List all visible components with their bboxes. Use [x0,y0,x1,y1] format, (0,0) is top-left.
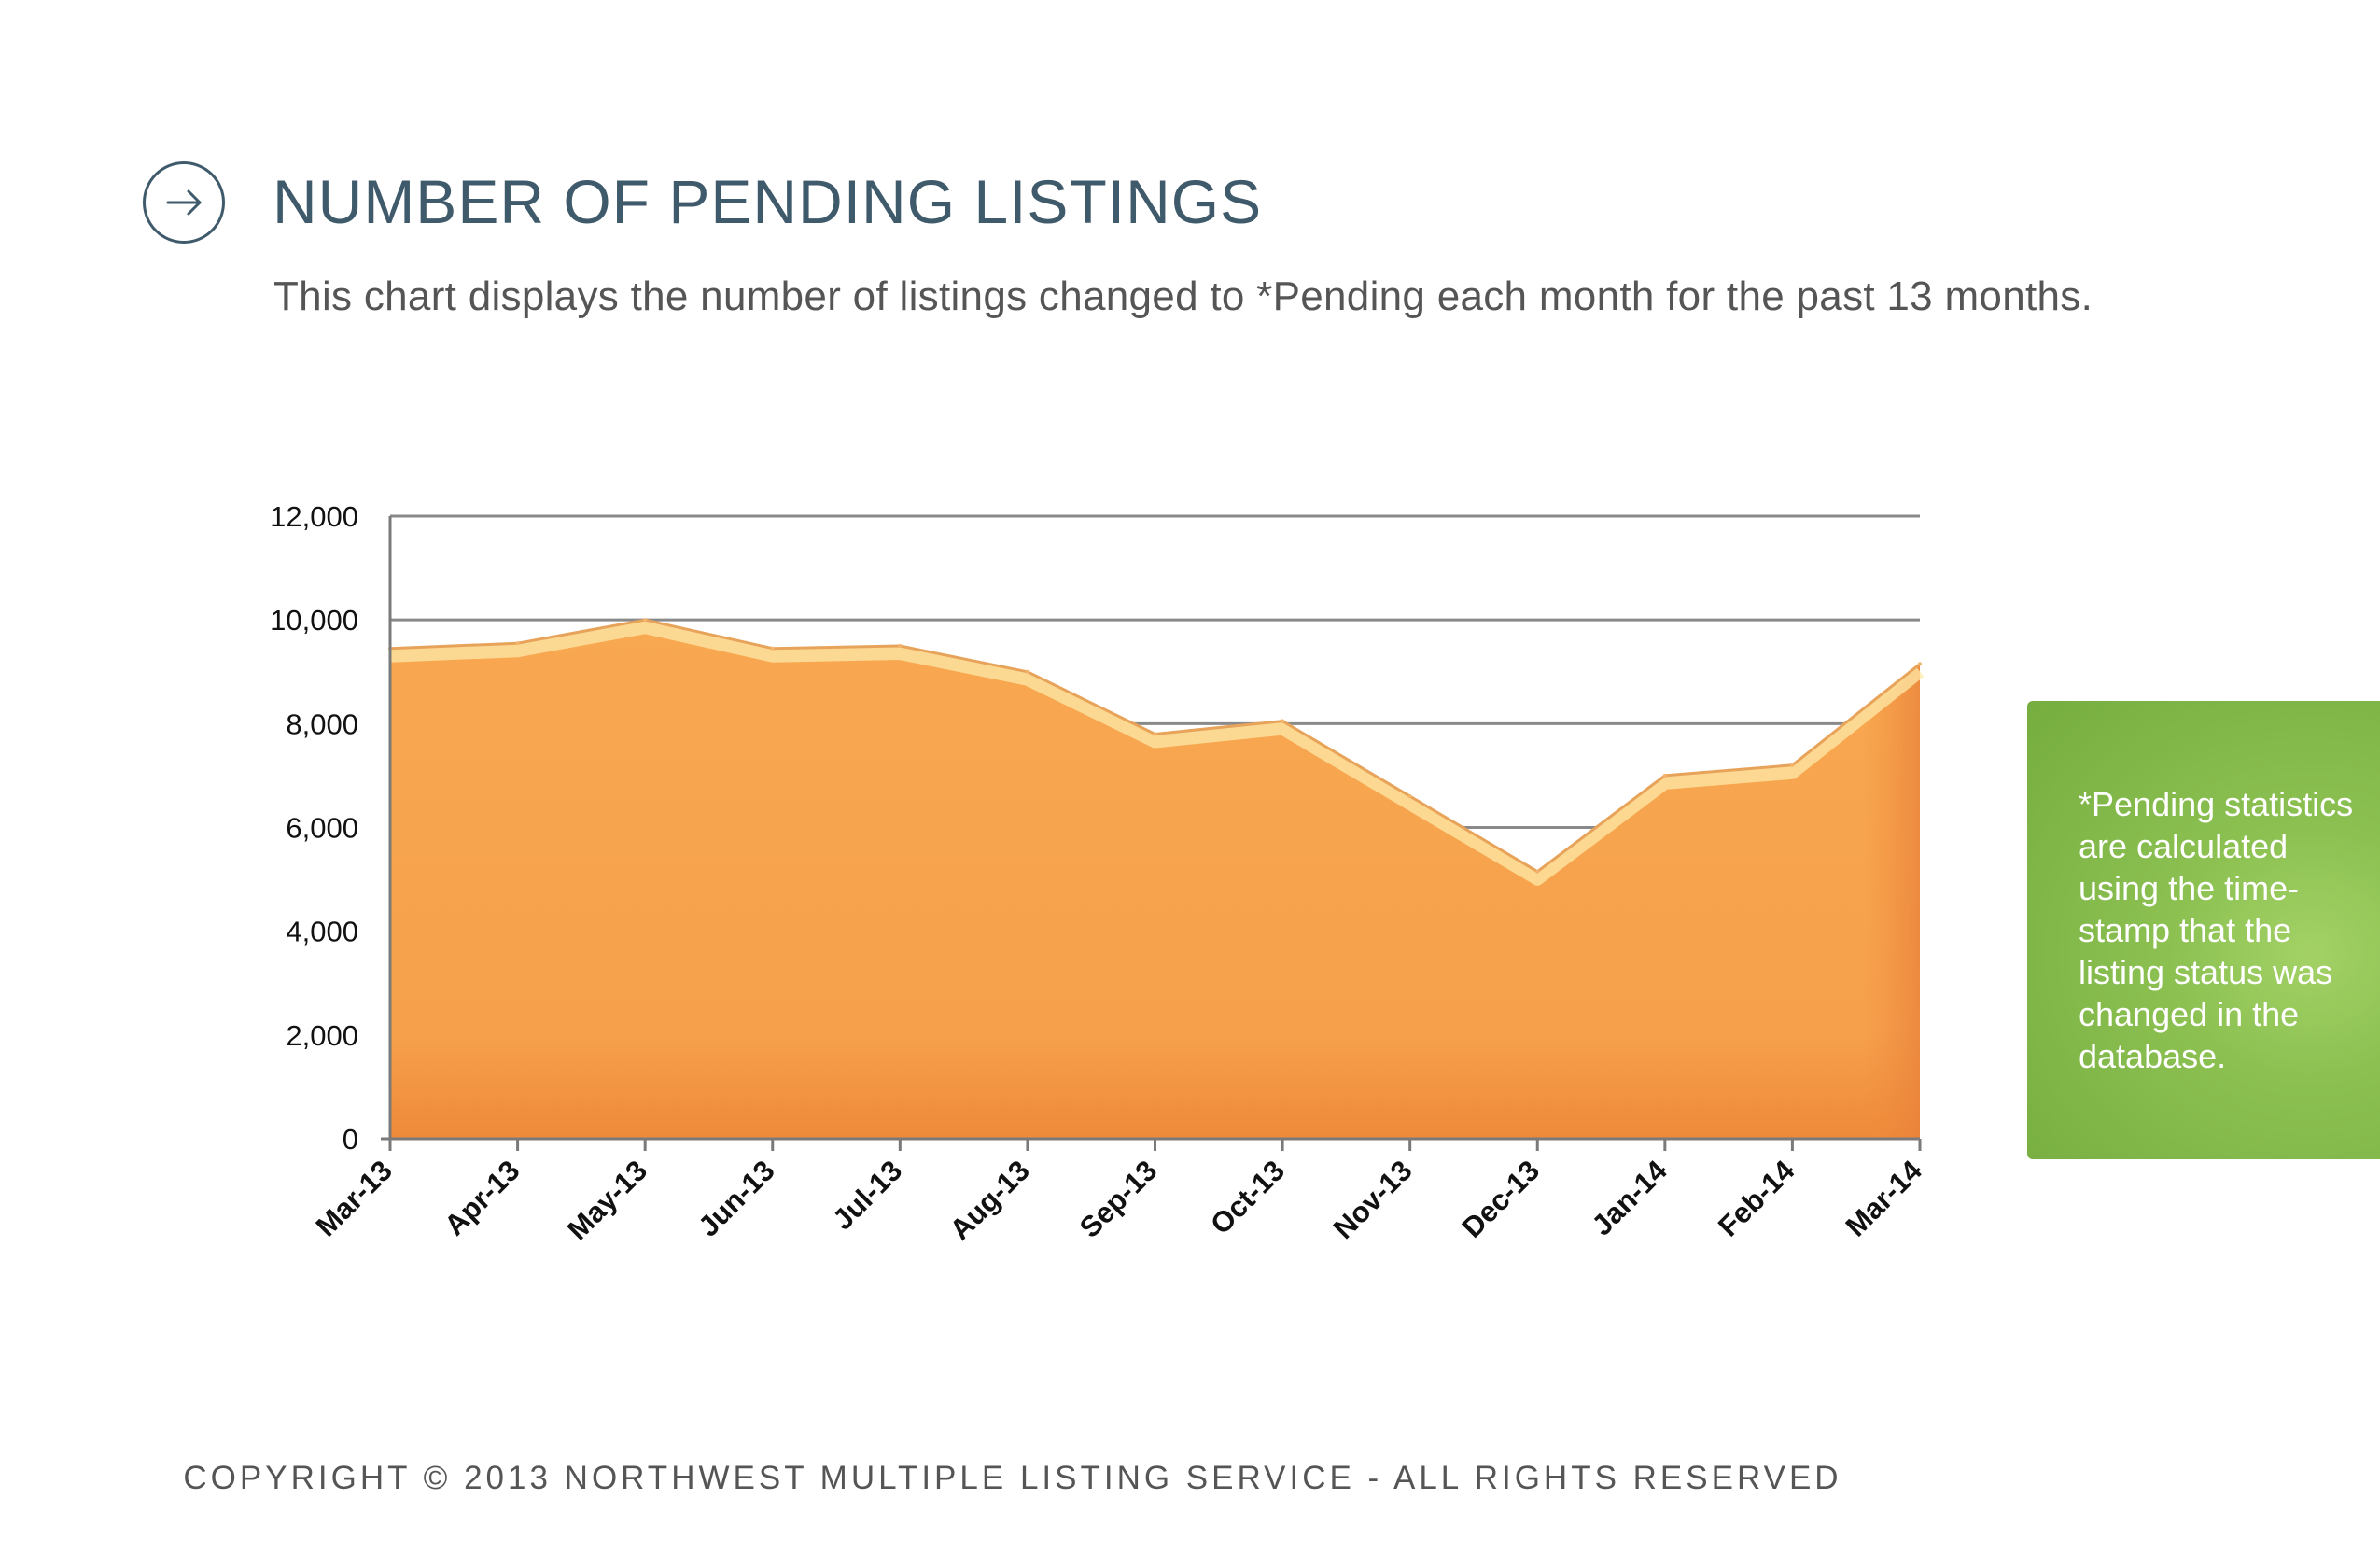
data-point [1025,669,1029,674]
data-point [1662,773,1667,778]
data-point [515,641,520,646]
data-point [770,646,775,651]
y-tick-label: 12,000 [270,500,358,533]
page-title: NUMBER OF PENDING LISTINGS [273,167,1263,236]
data-point [898,643,903,648]
x-tick-label: Nov-13 [1327,1154,1419,1245]
data-point [643,618,648,623]
x-tick-label: Jun-13 [692,1154,780,1242]
y-tick-label: 8,000 [286,707,358,740]
x-tick-label: Oct-13 [1204,1154,1291,1240]
y-tick-label: 6,000 [286,812,358,845]
area-highlight [389,621,1925,886]
data-point [1535,869,1540,874]
x-tick-label: Mar-14 [1840,1154,1929,1243]
y-tick-label: 10,000 [270,604,358,637]
chart-description: This chart displays the number of listin… [273,273,2093,319]
x-tick-label: Jul-13 [826,1154,908,1236]
x-tick-label: Dec-13 [1456,1154,1547,1244]
data-point [1407,794,1412,799]
x-tick-label: Feb-14 [1712,1154,1801,1243]
pending-note-text: *Pending statistics are calculated using… [2079,785,2354,1075]
copyright-footer: COPYRIGHT © 2013 NORTHWEST MULTIPLE LIST… [0,1458,2380,1499]
y-tick-label: 4,000 [286,916,358,948]
x-tick-label: Mar-13 [310,1154,399,1242]
area-series [388,618,1925,1139]
y-tick-label: 2,000 [286,1019,358,1052]
pending-note-box: *Pending statistics are calculated using… [2027,701,2380,1159]
x-tick-label: Aug-13 [944,1154,1036,1246]
data-point [1153,732,1157,736]
copyright-text: COPYRIGHT © 2013 NORTHWEST MULTIPLE LIST… [183,1460,1842,1496]
arrow-right-circle-icon [143,161,225,244]
data-point [1790,763,1795,767]
x-tick-label: Apr-13 [438,1154,525,1241]
data-point [1281,719,1285,723]
area-edge-shade [1864,664,1920,1139]
x-tick-label: Jan-14 [1586,1154,1674,1242]
axes [381,516,1922,1151]
data-point [1918,662,1922,666]
area-fill [390,620,1920,1139]
y-tick-label: 0 [343,1123,358,1156]
x-tick-label: May-13 [561,1154,653,1246]
x-tick-label: Sep-13 [1073,1154,1164,1244]
